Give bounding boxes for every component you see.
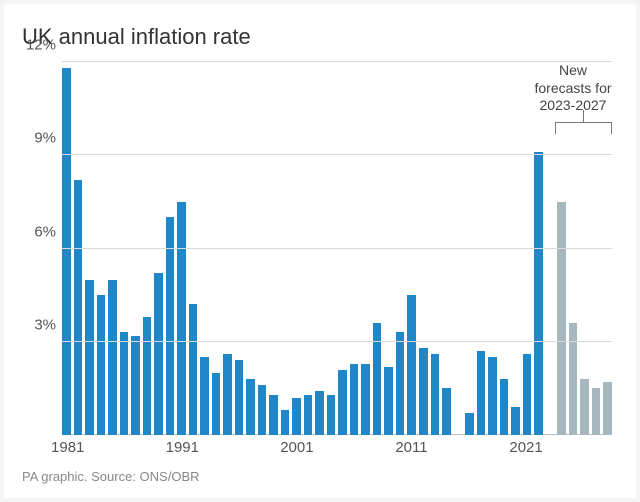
bar-1987 <box>131 336 140 435</box>
bar-2012 <box>419 348 428 435</box>
x-tick-label: 2021 <box>509 439 542 456</box>
bar-1983 <box>85 280 94 435</box>
bar-1992 <box>189 304 198 435</box>
chart-area: 3%6%9%12% New forecasts for 2023-2027 19… <box>22 56 618 461</box>
y-tick-label: 9% <box>22 130 56 147</box>
x-tick-label: 1981 <box>51 439 84 456</box>
bar-1999 <box>269 395 278 435</box>
gridline <box>62 154 612 155</box>
bar-2017 <box>477 351 486 435</box>
plot-region: New forecasts for 2023-2027 <box>62 62 612 435</box>
bar-2003 <box>315 391 324 435</box>
bar-1996 <box>235 360 244 435</box>
annot-line2: forecasts for <box>534 80 611 96</box>
y-tick-label: 12% <box>22 37 56 54</box>
x-axis-labels: 19811991200120112021 <box>62 439 612 459</box>
bar-2026 <box>592 388 601 435</box>
bar-1986 <box>120 332 129 435</box>
bar-2000 <box>281 410 290 435</box>
bar-1989 <box>154 273 163 435</box>
x-tick-label: 2011 <box>395 439 427 456</box>
bar-2011 <box>407 295 416 435</box>
gridline <box>62 248 612 249</box>
gridline <box>62 341 612 342</box>
bracket-top <box>555 122 612 123</box>
x-tick-label: 1991 <box>166 439 199 456</box>
bar-2019 <box>500 379 509 435</box>
y-tick-label: 6% <box>22 223 56 240</box>
bar-1984 <box>97 295 106 435</box>
bar-2022 <box>534 152 543 435</box>
annot-line3: 2023-2027 <box>540 97 607 113</box>
bar-2018 <box>488 357 497 435</box>
annot-line1: New <box>559 62 587 78</box>
bar-2013 <box>431 354 440 435</box>
forecast-bracket <box>555 122 612 134</box>
chart-title: UK annual inflation rate <box>22 24 618 50</box>
y-axis-labels: 3%6%9%12% <box>22 56 62 461</box>
bar-1993 <box>200 357 209 435</box>
forecast-annotation: New forecasts for 2023-2027 <box>534 62 612 115</box>
bar-2016 <box>465 413 474 435</box>
bar-1990 <box>166 217 175 435</box>
bars-container <box>62 62 612 435</box>
bar-2006 <box>350 364 359 435</box>
bar-2021 <box>523 354 532 435</box>
bar-2020 <box>511 407 520 435</box>
bracket-right <box>611 122 612 134</box>
bar-2014 <box>442 388 451 435</box>
bar-1988 <box>143 317 152 435</box>
x-tick-label: 2001 <box>280 439 313 456</box>
chart-card: UK annual inflation rate 3% 6% 9% 12% New f… <box>4 4 636 498</box>
bar-1995 <box>223 354 232 435</box>
bar-1991 <box>177 202 186 435</box>
source-line: PA graphic. Source: ONS/OBR <box>22 469 618 484</box>
bar-2001 <box>292 398 301 435</box>
bracket-stem <box>583 110 584 122</box>
bar-1985 <box>108 280 117 435</box>
gridline <box>62 61 612 62</box>
bar-2023 <box>557 202 566 435</box>
bar-2025 <box>580 379 589 435</box>
bar-2027 <box>603 382 612 435</box>
bar-1982 <box>74 180 83 435</box>
bar-1997 <box>246 379 255 435</box>
bar-2009 <box>384 367 393 435</box>
bar-2007 <box>361 364 370 435</box>
bar-2004 <box>327 395 336 435</box>
bar-1981 <box>62 68 71 435</box>
bar-2010 <box>396 332 405 435</box>
bar-1994 <box>212 373 221 435</box>
bracket-left <box>555 122 556 134</box>
bar-1998 <box>258 385 267 435</box>
y-tick-label: 3% <box>22 316 56 333</box>
bar-2002 <box>304 395 313 435</box>
bar-2005 <box>338 370 347 435</box>
